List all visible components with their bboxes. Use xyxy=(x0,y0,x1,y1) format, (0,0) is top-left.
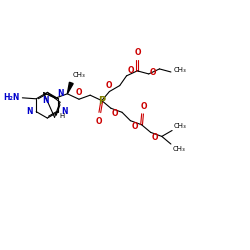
Text: O: O xyxy=(96,118,102,126)
Text: O: O xyxy=(140,102,147,111)
Text: O: O xyxy=(105,80,112,90)
Text: N: N xyxy=(58,89,64,98)
Text: N: N xyxy=(62,107,68,116)
Text: N: N xyxy=(42,96,49,105)
Text: O: O xyxy=(76,88,82,97)
Text: CH₃: CH₃ xyxy=(173,146,186,152)
Text: N: N xyxy=(26,107,32,116)
Text: O: O xyxy=(135,48,141,57)
Text: CH₃: CH₃ xyxy=(174,122,187,128)
Text: H: H xyxy=(60,113,65,119)
Text: CH₃: CH₃ xyxy=(174,67,187,73)
Text: O: O xyxy=(128,66,134,75)
Polygon shape xyxy=(67,82,73,94)
Text: H₂N: H₂N xyxy=(3,93,20,102)
Text: O: O xyxy=(152,133,158,142)
Text: O: O xyxy=(112,109,118,118)
Text: CH₃: CH₃ xyxy=(72,72,85,78)
Text: O: O xyxy=(150,68,156,78)
Text: O: O xyxy=(132,122,138,131)
Text: P: P xyxy=(98,96,105,106)
